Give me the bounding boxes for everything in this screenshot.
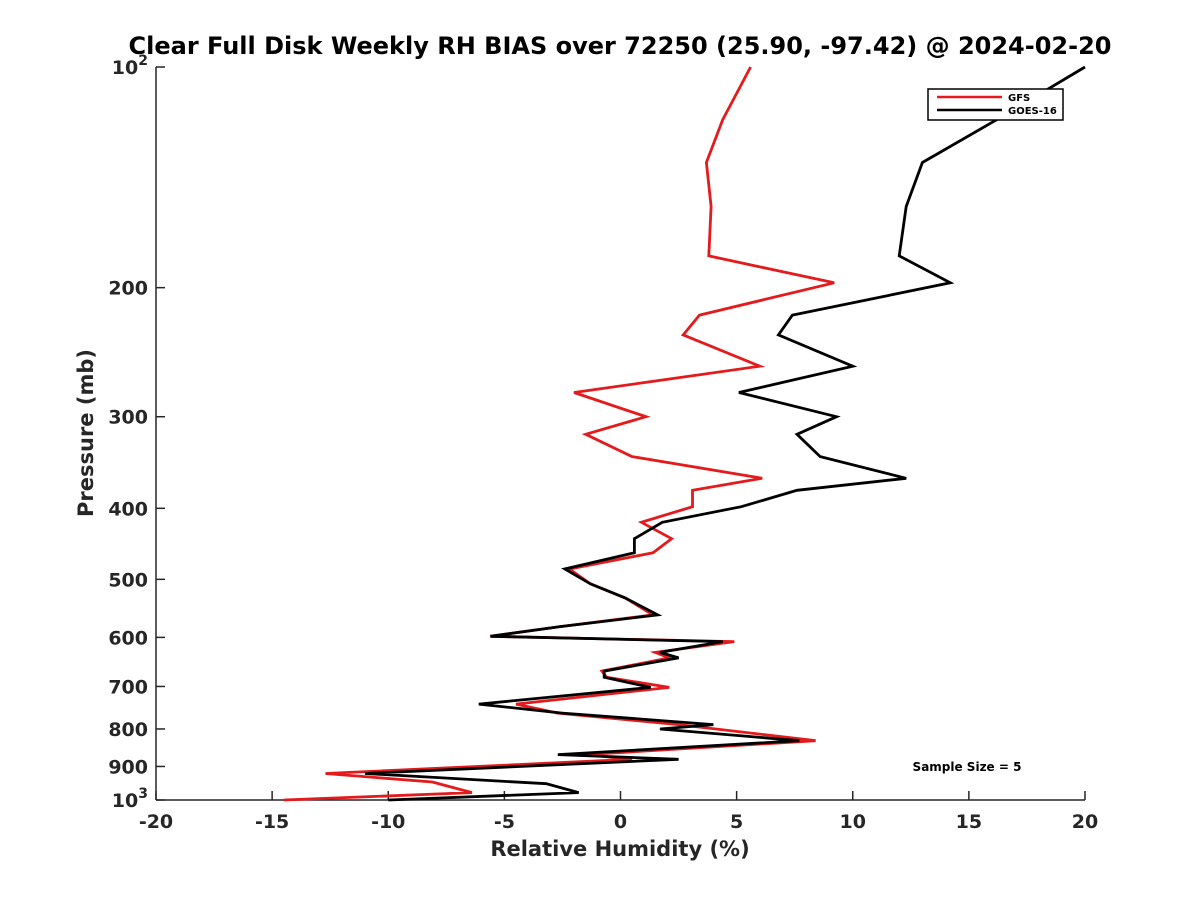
x-tick-label: -15 — [255, 811, 289, 833]
y-tick-label: 700 — [108, 676, 148, 698]
y-tick-label: 900 — [108, 756, 148, 778]
x-tick-label: -20 — [139, 811, 173, 833]
y-tick-label: 200 — [108, 278, 148, 300]
x-tick-label: 10 — [840, 811, 866, 833]
series-layer — [283, 65, 1086, 802]
y-tick-label: 400 — [108, 498, 148, 520]
y-tick-label: 103 — [112, 786, 148, 812]
y-tick-label: 300 — [108, 407, 148, 429]
sample-size-annotation: Sample Size = 5 — [913, 760, 1022, 774]
chart-title: Clear Full Disk Weekly RH BIAS over 7225… — [129, 32, 1112, 60]
x-tick-label: 0 — [614, 811, 627, 833]
y-tick-label: 800 — [108, 719, 148, 741]
x-tick-label: -5 — [494, 811, 515, 833]
x-tick-label: 20 — [1072, 811, 1098, 833]
legend-label-gfs: GFS — [1008, 93, 1030, 104]
series-line-gfs — [283, 66, 835, 802]
axes: -20 -15 -10 -5 0 5 10 15 20 102 200 300 400 500 600 700… — [108, 53, 1098, 833]
y-axis-label: Pressure (mb) — [74, 349, 98, 517]
legend-box — [927, 88, 1064, 121]
x-tick-label: 5 — [730, 811, 743, 833]
y-tick-label: 600 — [108, 627, 148, 649]
x-tick-label: -10 — [371, 811, 405, 833]
legend: GFS GOES-16 — [927, 88, 1064, 121]
legend-label-goes16: GOES-16 — [1008, 106, 1057, 117]
x-axis-label: Relative Humidity (%) — [490, 837, 749, 861]
y-tick-label: 102 — [112, 53, 148, 79]
y-tick-label: 500 — [108, 569, 148, 591]
series-line-goes16 — [364, 65, 1086, 802]
x-tick-label: 15 — [956, 811, 982, 833]
